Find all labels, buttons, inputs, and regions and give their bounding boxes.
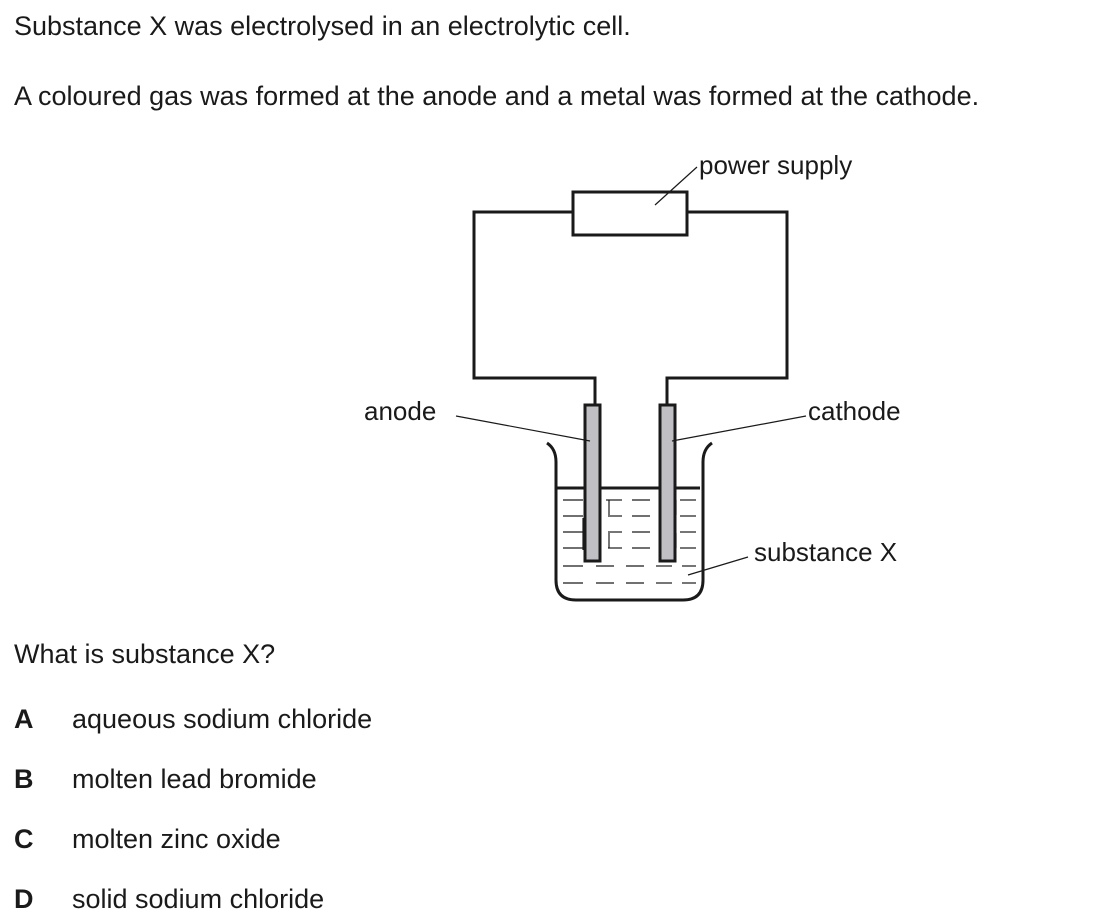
wire-left [472, 210, 597, 405]
option-letter: C [14, 824, 34, 854]
power-supply-leader [654, 166, 698, 206]
question-stem-line-2: A coloured gas was formed at the anode a… [14, 81, 980, 111]
electrolyte-dashes [563, 499, 696, 584]
cathode-leader [671, 415, 807, 442]
power-supply-label: power supply [699, 150, 852, 180]
cathode-electrode [658, 403, 677, 563]
anode-electrode [583, 403, 602, 563]
option-letter: D [14, 884, 34, 914]
cathode-label: cathode [808, 396, 901, 426]
option-letter: B [14, 764, 34, 794]
option-text: solid sodium chloride [72, 884, 325, 914]
option-letter: A [14, 704, 34, 734]
substance-label: substance X [754, 537, 897, 567]
power-supply-box [571, 190, 689, 237]
question-prompt: What is substance X? [14, 639, 276, 669]
anode-label: anode [364, 396, 436, 426]
beaker [546, 441, 713, 602]
anode-leader [455, 415, 591, 442]
question-stem-line-1: Substance X was electrolysed in an elect… [14, 11, 631, 41]
option-text: molten lead bromide [72, 764, 317, 794]
wire-right [665, 210, 789, 405]
option-text: aqueous sodium chloride [72, 704, 373, 734]
option-text: molten zinc oxide [72, 824, 281, 854]
substance-leader [687, 556, 749, 576]
